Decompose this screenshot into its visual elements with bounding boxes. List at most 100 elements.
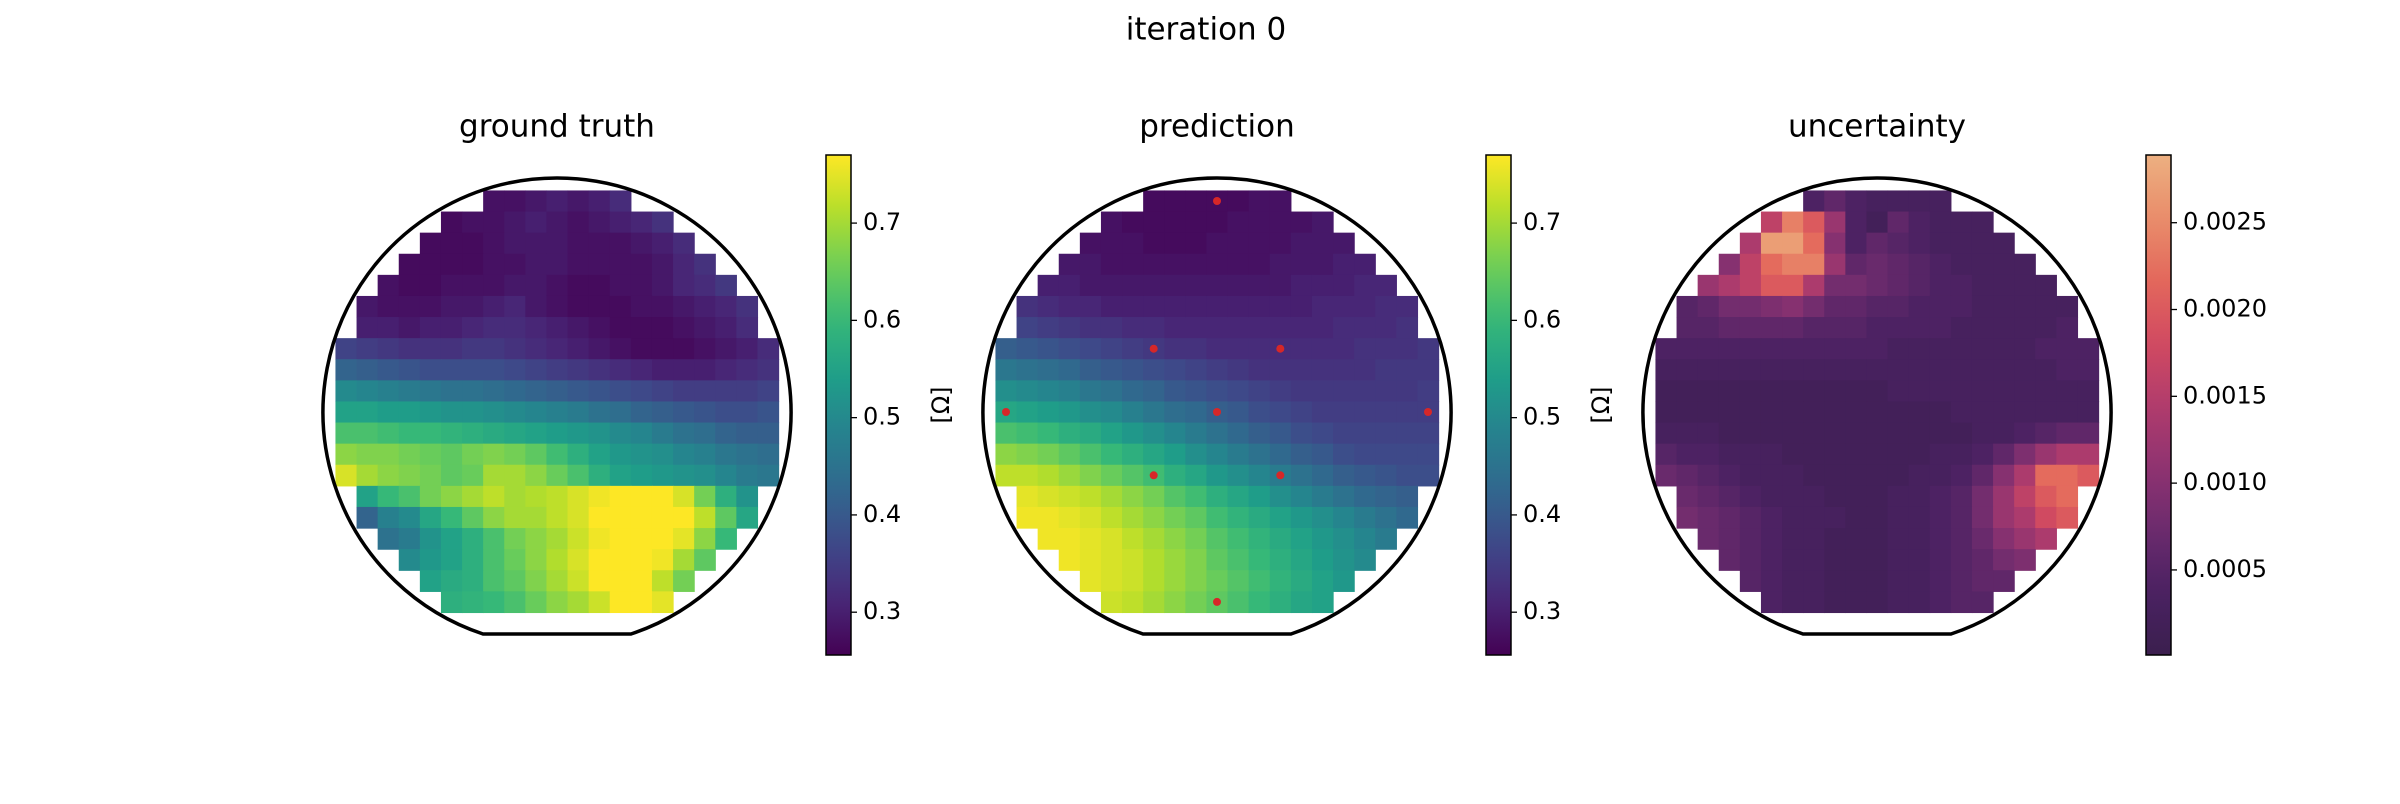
heatmap-cell — [1164, 232, 1186, 255]
heatmap-cell — [1122, 317, 1144, 339]
heatmap-cell — [588, 591, 611, 614]
heatmap-cell — [1739, 528, 1762, 550]
heatmap-cell — [1100, 317, 1123, 339]
heatmap-cell — [1803, 232, 1825, 255]
heatmap-cell — [1950, 422, 1973, 445]
heatmap-cell — [1908, 380, 1931, 403]
heatmap-cell — [715, 528, 737, 550]
heatmap-cell — [1058, 338, 1081, 360]
heatmap-cell — [694, 443, 716, 466]
heatmap-cell — [651, 506, 674, 529]
heatmap-cell — [1396, 464, 1419, 487]
heatmap-cell — [609, 570, 632, 592]
heatmap-cell — [419, 317, 442, 339]
heatmap-cell — [1697, 485, 1720, 508]
heatmap-cell — [609, 464, 632, 487]
heatmap-cell — [1206, 338, 1229, 360]
heatmap-cell — [1206, 464, 1229, 487]
heatmap-cell — [1079, 464, 1102, 487]
heatmap-cell — [546, 274, 569, 297]
heatmap-cell — [673, 485, 695, 508]
heatmap-cell — [1333, 464, 1355, 487]
heatmap-cell — [588, 380, 611, 403]
heatmap-cell — [1227, 190, 1250, 213]
heatmap-cell — [588, 464, 611, 487]
heatmap-cell — [1311, 253, 1334, 276]
heatmap-cell — [609, 401, 632, 424]
heatmap-cell — [1143, 359, 1165, 381]
heatmap-cell — [1185, 570, 1208, 592]
heatmap-cell — [1375, 401, 1397, 424]
heatmap-cell — [1929, 506, 1952, 529]
heatmap-cell — [1037, 295, 1060, 318]
heatmap-cell — [1122, 422, 1144, 445]
heatmap-cell — [1122, 506, 1144, 529]
heatmap-cell — [694, 253, 716, 276]
heatmap-cell — [567, 317, 590, 339]
heatmap-cell — [1845, 485, 1868, 508]
heatmap-cell — [504, 570, 526, 592]
heatmap-cell — [1164, 549, 1186, 571]
heatmap-cell — [440, 549, 463, 571]
heatmap-cell — [715, 317, 737, 339]
heatmap-cell — [1718, 443, 1741, 466]
heatmap-cell — [630, 253, 653, 276]
heatmap-cell — [1993, 253, 2015, 276]
heatmap-cell — [1908, 528, 1931, 550]
heatmap-cell — [2014, 528, 2036, 550]
heatmap-cell — [2056, 295, 2079, 318]
heatmap-cell — [1655, 464, 1678, 487]
heatmap-cell — [1311, 549, 1334, 571]
heatmap-cell — [1058, 485, 1081, 508]
heatmap-cell — [1887, 338, 1910, 360]
heatmap-cell — [567, 422, 590, 445]
heatmap-cell — [1803, 190, 1825, 213]
heatmap-cell — [1929, 380, 1952, 403]
heatmap-cell — [1100, 443, 1123, 466]
heatmap-cell — [1311, 443, 1334, 466]
heatmap-cell — [1037, 464, 1060, 487]
heatmap-cell — [1803, 570, 1825, 592]
heatmap-cell — [1676, 401, 1699, 424]
heatmap-cell — [1950, 506, 1973, 529]
heatmap-cell — [356, 295, 379, 318]
heatmap-cell — [1760, 338, 1783, 360]
heatmap-cell — [419, 422, 442, 445]
heatmap-cell — [1950, 359, 1973, 381]
heatmap-cell — [1993, 380, 2015, 403]
heatmap-cell — [1396, 359, 1419, 381]
heatmap-cell — [335, 464, 358, 487]
heatmap-cell — [1950, 317, 1973, 339]
heatmap-cell — [588, 506, 611, 529]
heatmap-cell — [673, 359, 695, 381]
heatmap-cell — [440, 591, 463, 614]
heatmap-cell — [1079, 295, 1102, 318]
heatmap-cell — [377, 295, 400, 318]
heatmap-cell — [1227, 401, 1250, 424]
colorbar-label: [Ω] — [927, 386, 955, 423]
heatmap-cell — [1206, 528, 1229, 550]
sample-point — [1149, 471, 1158, 480]
heatmap-cell — [1333, 359, 1355, 381]
sample-point — [1213, 197, 1221, 205]
heatmap-cell — [1100, 232, 1123, 255]
heatmap-cell — [462, 485, 484, 508]
heatmap-cell — [1718, 464, 1741, 487]
heatmap-cell — [462, 317, 484, 339]
heatmap-cell — [1354, 443, 1376, 466]
heatmap-cell — [1887, 380, 1910, 403]
heatmap-cell — [1206, 570, 1229, 592]
heatmap-cell — [2056, 485, 2079, 508]
heatmap-cell — [419, 253, 442, 276]
heatmap-cell — [1718, 485, 1741, 508]
heatmap-cell — [1227, 591, 1250, 614]
heatmap-cell — [1739, 380, 1762, 403]
heatmap-cell — [1375, 528, 1397, 550]
heatmap-cell — [1206, 274, 1229, 297]
heatmap-cell — [1122, 359, 1144, 381]
heatmap-cell — [1206, 422, 1229, 445]
heatmap-cell — [1845, 359, 1868, 381]
heatmap-cell — [1718, 359, 1741, 381]
colorbar-tick-label: 0.4 — [863, 500, 901, 528]
heatmap-cell — [504, 443, 526, 466]
